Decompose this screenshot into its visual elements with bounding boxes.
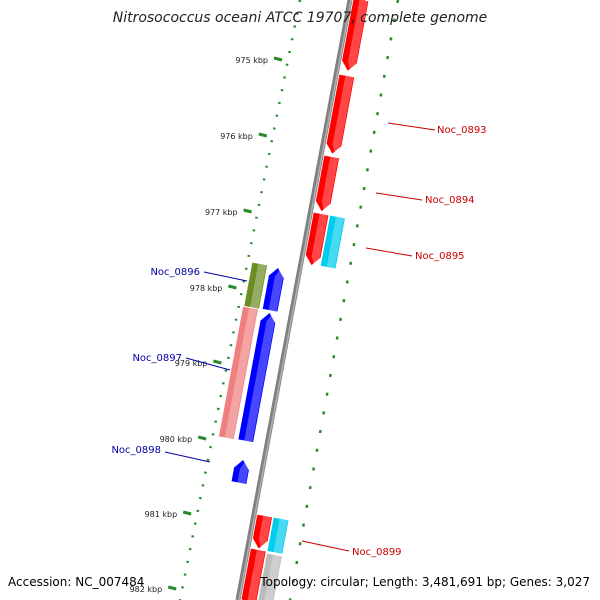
gene-noc-0894	[315, 155, 340, 212]
gene-noc-0899	[252, 514, 273, 549]
tick-label: 981 kbp	[145, 510, 178, 519]
tick-label: 975 kbp	[235, 56, 268, 65]
gene-label-noc-0896[interactable]: Noc_0896	[150, 267, 248, 282]
inner-dotted-track	[178, 0, 302, 600]
tick-label: 978 kbp	[190, 284, 223, 293]
gene-label-text[interactable]: Noc_0894	[425, 195, 475, 206]
tick-label: 980 kbp	[160, 435, 193, 444]
gene-label-noc-0893[interactable]: Noc_0893	[387, 122, 487, 136]
scale-tick: 975 kbp	[235, 56, 283, 65]
gene-label-leaders: Noc_0893 Noc_0894 Noc_0895 Noc_0896 Noc_0897…	[111, 122, 487, 558]
gene-blue-1	[262, 268, 284, 312]
scale-tick: 979 kbp	[175, 359, 222, 368]
outer-dotted-track	[288, 0, 400, 600]
tick-label: 977 kbp	[205, 208, 238, 217]
accession-text: Accession: NC_007484	[8, 575, 145, 589]
scale-tick: 980 kbp	[160, 435, 207, 444]
gene-features	[218, 0, 371, 600]
gene-label-text[interactable]: Noc_0896	[150, 267, 200, 278]
gene-label-noc-0897[interactable]: Noc_0897	[132, 353, 231, 371]
gene-noc-0895	[305, 212, 329, 266]
gene-blue-2	[238, 313, 276, 443]
scale-tick: 982 kbp	[130, 585, 177, 594]
genome-summary-text: Topology: circular; Length: 3,481,691 bp…	[260, 575, 590, 589]
gene-red-bottom	[241, 548, 266, 600]
map-title: Nitrosococcus oceani ATCC 19707, complet…	[112, 10, 488, 26]
gene-label-noc-0898[interactable]: Noc_0898	[111, 445, 211, 463]
gene-label-text[interactable]: Noc_0895	[415, 251, 465, 262]
gene-label-noc-0895[interactable]: Noc_0895	[365, 247, 465, 262]
gene-label-noc-0899[interactable]: Noc_0899	[301, 540, 402, 558]
tick-label: 979 kbp	[175, 359, 208, 368]
gene-label-text[interactable]: Noc_0897	[132, 353, 182, 364]
gene-label-noc-0894[interactable]: Noc_0894	[375, 192, 475, 206]
gene-noc-0892	[342, 0, 369, 72]
gene-noc-0893	[326, 74, 355, 155]
scale-tick: 977 kbp	[205, 208, 252, 217]
scale-tick: 978 kbp	[190, 284, 237, 293]
scale-ticks: 975 kbp 976 kbp 977 kbp 978 kbp 979 kbp 980 k…	[130, 56, 283, 594]
gene-cyan-2	[267, 517, 289, 554]
scale-tick: 981 kbp	[145, 510, 192, 519]
dotted-tracks	[178, 0, 400, 600]
gene-noc-0898	[231, 460, 249, 484]
gene-grey-bottom	[256, 553, 282, 600]
gene-label-text[interactable]: Noc_0899	[352, 547, 402, 558]
gene-cyan-1	[320, 215, 345, 269]
genome-backbone	[235, 0, 353, 600]
tick-label: 976 kbp	[220, 132, 253, 141]
gene-label-text[interactable]: Noc_0898	[111, 445, 161, 456]
gene-noc-0896	[244, 262, 268, 309]
gene-noc-0897	[218, 306, 258, 440]
gene-label-text[interactable]: Noc_0893	[437, 125, 487, 136]
scale-tick: 976 kbp	[220, 132, 268, 141]
tick-label: 982 kbp	[130, 585, 163, 594]
